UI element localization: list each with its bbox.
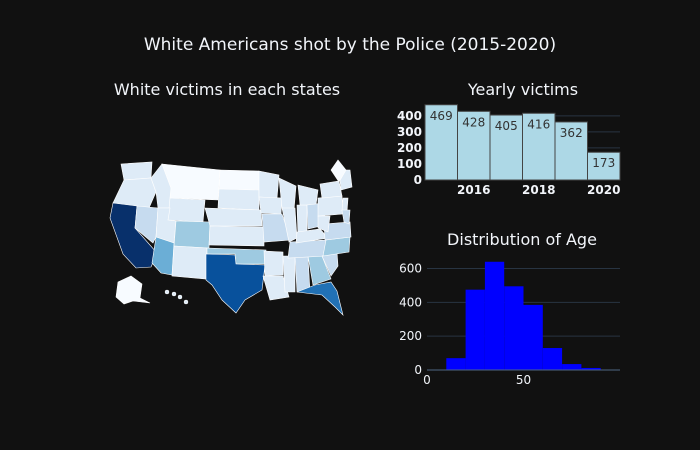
bar-x-tick-label: 2020 [587,183,620,197]
state-texas [205,253,266,314]
state-south-dakota [217,188,260,211]
us-choropleth-map [109,159,353,316]
state-wyoming [167,197,206,223]
state-alaska [115,275,151,305]
state-kansas [208,225,265,247]
state-nevada [134,205,159,244]
hist-bar [446,358,466,370]
state-oregon [112,177,157,209]
state-nebraska [204,207,263,227]
hist-bar [562,364,582,370]
bar-value-label: 428 [462,115,485,129]
hist-bar [504,286,524,370]
bar-value-label: 469 [430,109,453,123]
state-pennsylvania [317,195,344,217]
hist-y-tick-label: 0 [414,363,422,377]
bar-x-tick-label: 2018 [522,183,555,197]
hist-y-tick-label: 400 [399,295,422,309]
figure-title: White Americans shot by the Police (2015… [144,35,556,55]
bar-y-tick-label: 300 [397,125,422,139]
bar-y-tick-label: 200 [397,141,422,155]
hist-bar [523,304,543,370]
state-arkansas [263,250,284,277]
bar [424,104,458,181]
state-arizona [151,236,175,276]
bar [457,110,491,181]
bar-y-tick-label: 400 [397,109,422,123]
yearly-victims-bar-chart: 0 100 200 300 400 469 428 405 416 362 173 2016 2018 2… [397,104,621,197]
bar-value-label: 416 [527,117,550,131]
state-florida [296,281,344,316]
state-minnesota [258,170,280,199]
bar-y-tick-label: 100 [397,157,422,171]
bar-value-label: 362 [560,126,583,140]
state-maine [330,159,347,183]
state-west-virginia [317,215,331,233]
state-north-dakota [218,169,260,191]
state-hawaii-island [183,299,189,305]
state-montana [161,163,221,201]
hist-y-tick-label: 600 [399,262,422,276]
state-maryland-delaware [341,209,351,225]
state-new-york [319,180,343,199]
histogram-title: Distribution of Age [447,230,597,249]
state-alabama [294,255,311,293]
bar [522,112,556,181]
bar [489,114,523,181]
hist-y-tick-label: 200 [399,329,422,343]
state-mississippi [282,255,296,293]
bar-y-tick-label: 0 [414,173,422,187]
hist-bar [465,289,485,370]
hist-x-tick-label: 0 [423,373,431,387]
bar-value-label: 173 [592,156,615,170]
state-michigan [297,184,319,206]
state-hawaii-island [164,289,170,295]
bar-chart-title: Yearly victims [467,80,578,99]
state-wisconsin [278,177,297,211]
hist-bar [581,367,601,370]
state-washington [120,161,153,181]
bar [554,121,588,181]
map-title: White victims in each states [114,80,340,99]
state-iowa [258,196,283,215]
state-tennessee [287,239,328,259]
hist-bar [542,348,563,370]
state-virginia [323,221,352,241]
bar-x-tick-label: 2016 [457,183,490,197]
state-hawaii-island [177,294,183,300]
bar [587,151,621,181]
state-new-mexico [171,245,208,280]
state-colorado [173,220,211,249]
state-hawaii-island [171,291,177,297]
age-histogram: 0 200 400 600 0 50 [399,262,620,387]
hist-bar [484,261,505,370]
state-louisiana [262,275,290,301]
bar-value-label: 405 [495,119,518,133]
hist-x-tick-label: 50 [516,373,531,387]
